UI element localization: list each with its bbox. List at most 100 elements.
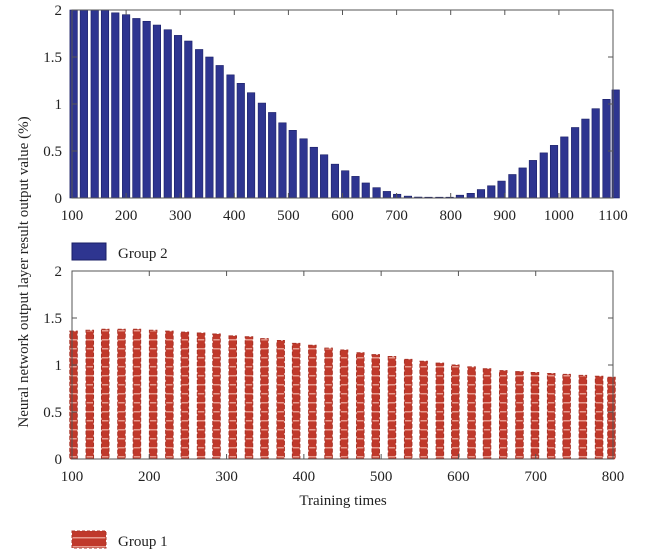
bar <box>487 185 496 199</box>
bar <box>549 145 559 199</box>
bar <box>508 174 517 199</box>
bar <box>467 366 476 460</box>
bar <box>591 108 600 199</box>
legend-swatch-group-2 <box>71 242 107 261</box>
bar <box>476 189 486 199</box>
bar <box>528 160 537 199</box>
y-ticks-top: 0 0.5 1 1.5 2 <box>43 3 613 207</box>
bar-series-group-2 <box>69 9 620 199</box>
bar <box>403 358 413 460</box>
bar <box>236 83 245 199</box>
bar <box>308 344 317 460</box>
x-axis-label: Training times <box>299 493 387 509</box>
bar <box>562 373 571 460</box>
bar <box>244 336 254 460</box>
bar <box>451 364 460 460</box>
bar <box>205 56 214 199</box>
bar <box>594 375 604 460</box>
bar <box>117 328 126 460</box>
bar <box>518 167 527 199</box>
y-tick-label: 1 <box>55 358 63 374</box>
bar <box>212 333 221 460</box>
bar <box>226 74 235 199</box>
bar <box>539 152 548 199</box>
bar <box>291 342 301 460</box>
bar <box>100 9 110 199</box>
bar <box>560 136 569 199</box>
bar <box>546 372 556 460</box>
bar <box>111 12 120 199</box>
chart-group-2: 100 200 300 400 500 600 700 800 900 1000 1100 0 0.5… <box>43 3 627 224</box>
y-tick-label: 0.5 <box>43 144 62 160</box>
legend-group-1: Group 1 <box>71 530 168 550</box>
bar <box>152 24 161 199</box>
bar <box>260 338 269 460</box>
bar <box>278 122 287 199</box>
bar <box>393 193 402 199</box>
bar <box>339 349 349 460</box>
x-tick-label: 700 <box>385 208 408 224</box>
bar <box>435 362 445 460</box>
x-tick-label: 600 <box>447 469 470 485</box>
bar <box>361 182 370 199</box>
y-tick-label: 1.5 <box>43 50 62 66</box>
bar <box>499 370 508 460</box>
x-tick-label: 800 <box>602 469 625 485</box>
x-ticks-bottom: 100 200 300 400 500 600 700 800 <box>61 271 625 485</box>
bar <box>372 187 381 199</box>
bar <box>356 352 365 460</box>
bar <box>195 49 204 199</box>
x-tick-label: 1100 <box>598 208 627 224</box>
y-tick-label: 1.5 <box>43 311 62 327</box>
bar <box>132 18 141 199</box>
bar <box>79 9 88 199</box>
x-tick-label: 300 <box>169 208 192 224</box>
bar <box>148 329 158 460</box>
bar <box>571 127 580 199</box>
bar <box>611 89 620 199</box>
y-tick-label: 0.5 <box>43 405 62 421</box>
bar <box>257 102 266 199</box>
y-tick-label: 0 <box>55 452 63 468</box>
bar <box>387 356 397 460</box>
bar <box>288 130 297 199</box>
bar <box>276 340 285 460</box>
y-axis-label: Neural network output layer result outpu… <box>16 116 32 427</box>
bar <box>419 360 428 460</box>
x-tick-label: 400 <box>223 208 246 224</box>
bar <box>180 331 190 460</box>
bar <box>247 92 256 199</box>
legend-group-2: Group 2 <box>71 242 168 262</box>
legend-swatch-group-1 <box>71 530 107 549</box>
x-tick-label: 100 <box>61 208 84 224</box>
y-ticks-bottom: 0 0.5 1 1.5 2 <box>43 264 613 468</box>
bar <box>122 14 131 199</box>
bar <box>215 65 224 199</box>
bar <box>268 112 277 199</box>
bar <box>90 9 99 199</box>
y-tick-label: 2 <box>55 3 63 19</box>
bar <box>482 368 492 460</box>
bar-series-group-1 <box>69 328 616 460</box>
bar <box>196 332 206 460</box>
bar <box>581 118 590 199</box>
bar <box>578 374 588 460</box>
bar <box>466 193 475 199</box>
bar <box>602 99 611 199</box>
x-tick-label: 200 <box>115 208 138 224</box>
x-ticks-top: 100 200 300 400 500 600 700 800 900 1000 1100 <box>61 10 628 224</box>
x-tick-label: 700 <box>524 469 547 485</box>
x-tick-label: 1000 <box>544 208 574 224</box>
y-tick-label: 1 <box>55 97 63 113</box>
bar <box>530 372 540 460</box>
bar <box>163 29 172 199</box>
y-tick-label: 2 <box>55 264 63 280</box>
bar <box>382 191 391 199</box>
bar <box>515 371 524 460</box>
x-tick-label: 100 <box>61 469 84 485</box>
bar <box>330 163 339 199</box>
x-tick-label: 300 <box>215 469 238 485</box>
x-tick-label: 900 <box>494 208 517 224</box>
bar <box>85 329 95 460</box>
